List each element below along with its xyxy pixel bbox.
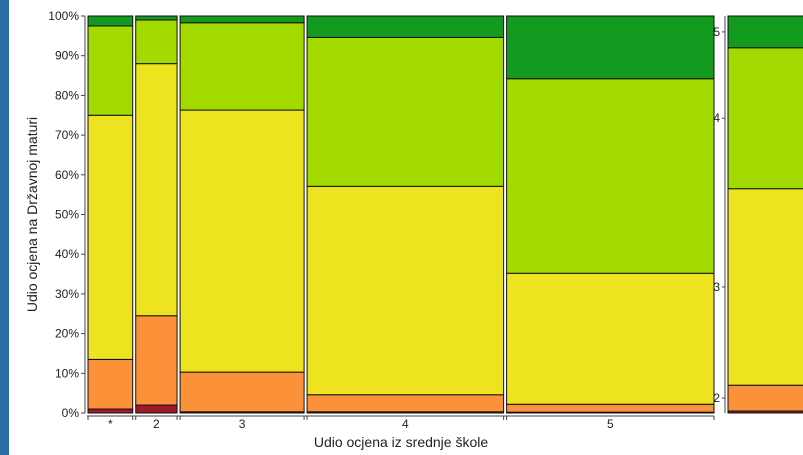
- mosaic-cell-3-level-5-4: [179, 22, 305, 111]
- mosaic-cell-3-level-5-5: [179, 15, 305, 24]
- mosaic-cell-5-level-5-3: [506, 272, 715, 405]
- mosaic-cell-1-level-5-3: [87, 114, 134, 360]
- side-y-tick-label: 4: [713, 111, 720, 125]
- mosaic-cell-1-level-5-5: [87, 15, 134, 27]
- mosaic-cell-2-level-5-3: [135, 63, 178, 317]
- side-y-tick-label: 3: [713, 280, 720, 294]
- x-axis-title: Udio ocjena iz srednje škole: [314, 434, 489, 450]
- side-y-tick-label: 2: [713, 391, 720, 405]
- mosaic-cell-2-level-5-4: [135, 19, 178, 65]
- side-mosaic-cell-level-5: [727, 15, 803, 49]
- mosaic-cell-1-level-5-1: [87, 408, 134, 414]
- y-tick-label: 30%: [55, 287, 79, 301]
- y-tick-label: 60%: [55, 168, 79, 182]
- x-tick-label: 2: [153, 417, 160, 431]
- y-tick-label: 90%: [55, 49, 79, 63]
- y-tick-label: 80%: [55, 88, 79, 102]
- mosaic-cell-2-level-5-5: [135, 15, 178, 21]
- mosaic-cell-5-level-5-2: [506, 403, 715, 413]
- mosaic-cell-5-level-5-5: [506, 15, 715, 80]
- side-mosaic-cell-level-3: [727, 188, 803, 386]
- mosaic-cell-1-level-5-2: [87, 358, 134, 410]
- y-tick-label: 40%: [55, 247, 79, 261]
- side-y-tick-label: 5: [713, 25, 720, 39]
- y-axis-title: Udio ocjena na Državnoj maturi: [24, 117, 40, 312]
- x-tick-label: 4: [402, 417, 409, 431]
- mosaic-cell-4-level-5-4: [306, 36, 505, 187]
- chart-panel: 0% 10% 20% 30% 40% 50% 60% 70% 80% 90% 100% * 2 3 4 5 Ud…: [9, 0, 803, 455]
- y-tick-label: 20%: [55, 327, 79, 341]
- y-tick-label: 70%: [55, 128, 79, 142]
- y-tick-label: 50%: [55, 208, 79, 222]
- y-tick-label: 100%: [48, 9, 79, 23]
- mosaic-cell-4-level-5-3: [306, 185, 505, 396]
- side-mosaic-cell-level-2: [727, 384, 803, 412]
- mosaic-cell-3-level-5-2: [179, 371, 305, 413]
- x-tick-label: *: [108, 417, 113, 431]
- mosaic-cell-4-level-5-2: [306, 394, 505, 413]
- x-tick-label: 5: [607, 417, 614, 431]
- mosaic-cell-3-level-5-3: [179, 109, 305, 373]
- y-tick-label: 10%: [55, 366, 79, 380]
- mosaic-cell-1-level-5-4: [87, 25, 134, 116]
- side-mosaic-cell-level-4: [727, 47, 803, 190]
- y-tick-label: 0%: [62, 406, 80, 420]
- mosaic-cell-2-level-5-1: [135, 404, 178, 414]
- x-tick-label: 3: [239, 417, 246, 431]
- mosaic-cell-2-level-5-2: [135, 315, 178, 406]
- mosaic-cell-5-level-5-4: [506, 78, 715, 274]
- mosaic-chart: 0% 10% 20% 30% 40% 50% 60% 70% 80% 90% 100% * 2 3 4 5 Ud…: [24, 9, 803, 450]
- mosaic-cell-4-level-5-5: [306, 15, 505, 38]
